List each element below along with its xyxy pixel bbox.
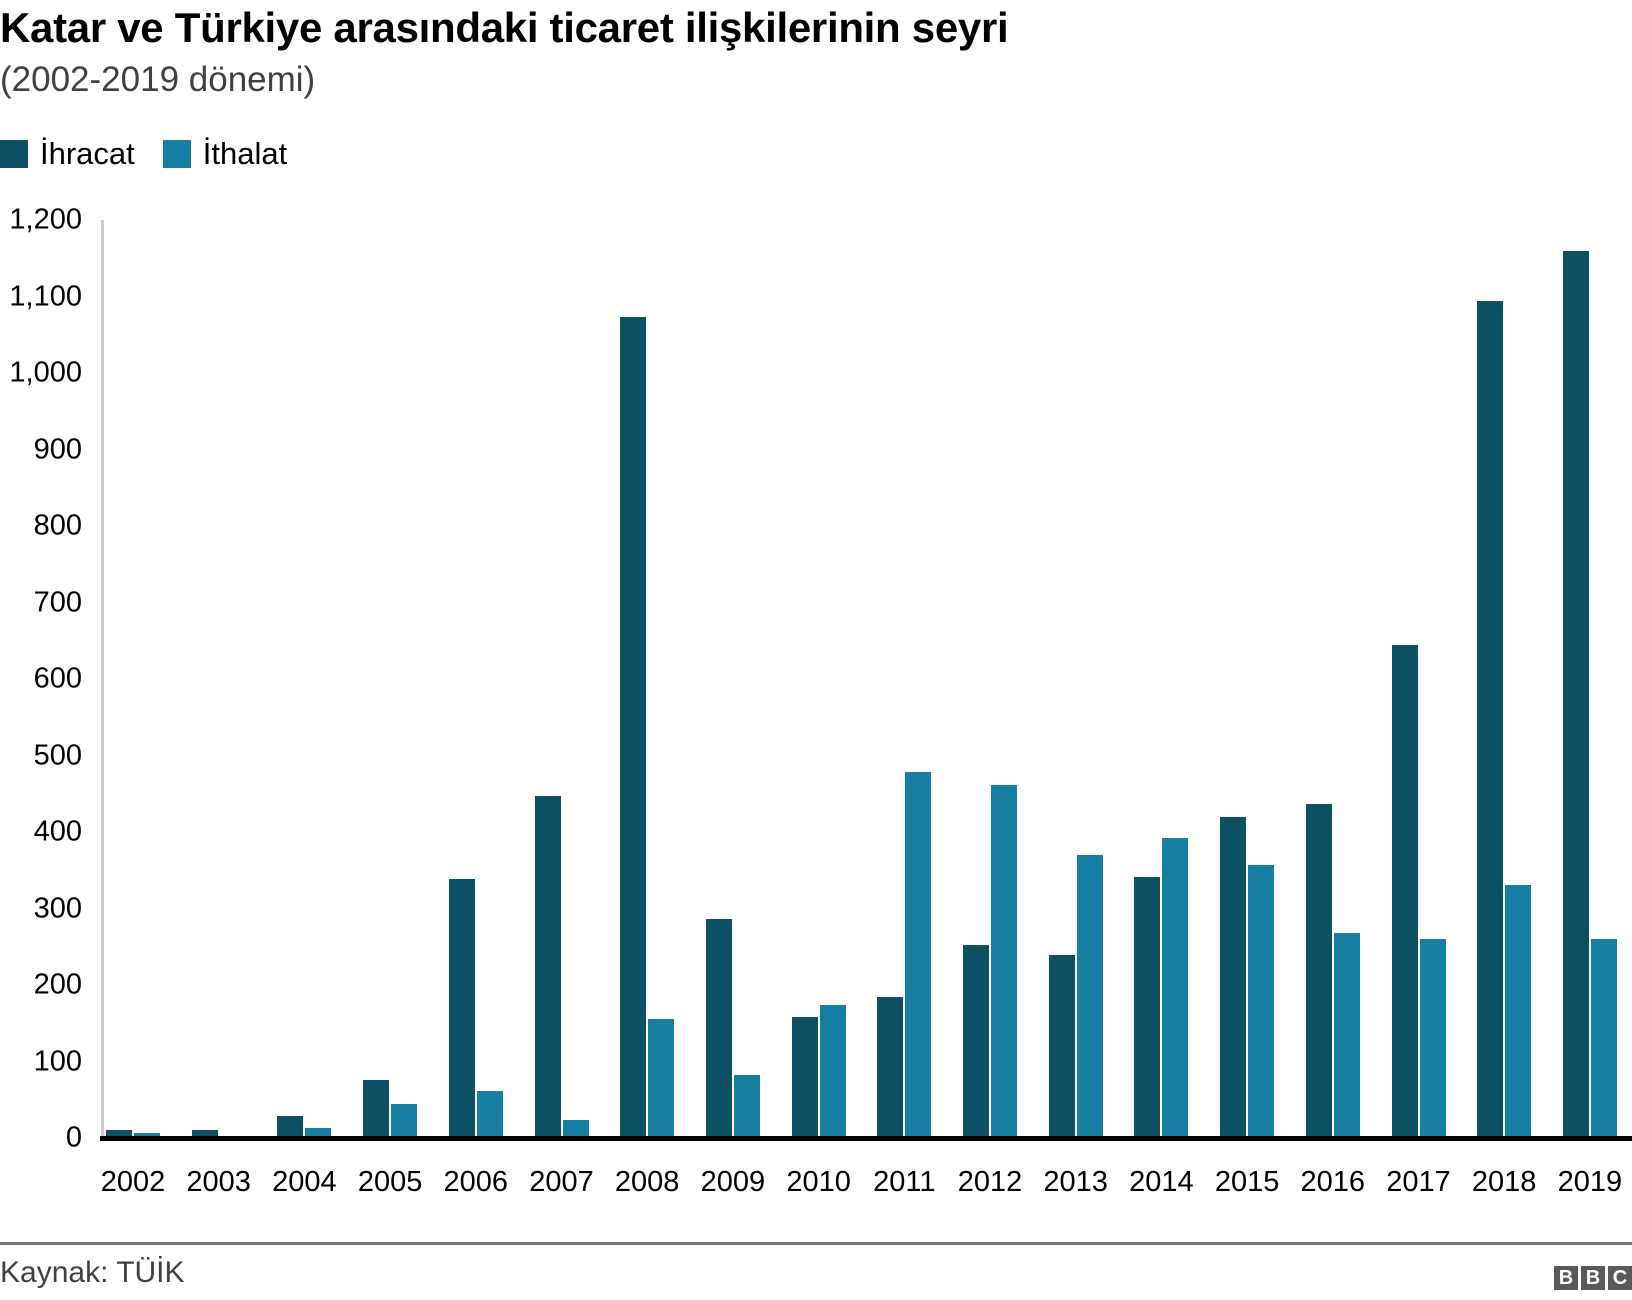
chart-subtitle: (2002-2019 dönemi) [0,60,316,99]
bar-ihracat-2014 [1134,877,1161,1138]
y-tick-label: 200 [33,968,82,1001]
bar-ithalat-2011 [905,772,932,1138]
y-tick-label: 100 [33,1045,82,1077]
bbc-logo-c: C [1608,1266,1632,1290]
legend-label-ihracat: İhracat [40,136,135,171]
bar-ithalat-2002 [134,1133,160,1138]
x-tick-label: 2004 [272,1166,337,1198]
x-tick-label: 2011 [873,1166,936,1198]
x-axis-baseline [100,1136,1632,1141]
bar-ihracat-2003 [191,1129,218,1138]
x-tick-label: 2005 [357,1166,423,1198]
source-note: Kaynak: TÜİK [0,1256,185,1289]
bar-ihracat-2016 [1305,804,1332,1138]
bar-ithalat-2005 [391,1103,418,1138]
bar-ihracat-2013 [1048,955,1075,1138]
bar-ithalat-2006 [476,1091,503,1138]
bar-ithalat-2008 [648,1018,675,1138]
bar-ihracat-2011 [877,997,904,1138]
y-tick-label: 600 [33,662,82,695]
x-tick-label: 2009 [700,1166,766,1198]
footer-divider [0,1242,1632,1245]
x-tick-label: 2003 [186,1166,251,1198]
x-tick-label: 2010 [786,1166,851,1198]
x-tick-label: 2012 [957,1166,1023,1198]
legend-item-ihracat: İhracat [0,136,135,172]
y-tick-label: 900 [33,433,82,465]
bar-ithalat-2014 [1162,838,1189,1138]
legend-item-ithalat: İthalat [162,136,288,172]
x-tick-label: 2002 [100,1166,166,1198]
y-tick-label: 0 [65,1121,82,1154]
bar-ihracat-2017 [1391,644,1418,1138]
bar-ithalat-2012 [991,784,1017,1138]
legend: İhracat İthalat [0,136,315,172]
bar-ihracat-2007 [534,796,561,1138]
x-tick-label: 2007 [529,1166,594,1198]
x-tick-label: 2017 [1386,1166,1451,1198]
bbc-logo-b1: B [1554,1266,1578,1290]
bar-ithalat-2018 [1505,884,1532,1138]
legend-swatch-ihracat [0,140,28,168]
y-tick-label: 800 [33,509,82,542]
x-tick-label: 2016 [1300,1166,1366,1198]
bar-ithalat-2015 [1248,864,1275,1138]
bar-ihracat-2010 [791,1017,818,1138]
bar-ihracat-2018 [1477,301,1504,1138]
x-tick-label: 2013 [1043,1166,1108,1198]
bar-ithalat-2010 [819,1004,846,1138]
x-tick-label: 2006 [443,1166,509,1198]
bar-ithalat-2016 [1333,932,1360,1138]
x-tick-label: 2015 [1214,1166,1280,1198]
bar-ithalat-2019 [1590,939,1617,1138]
bbc-logo: B B C [1554,1266,1632,1290]
bar-ihracat-2004 [277,1115,304,1138]
bar-ithalat-2004 [305,1128,332,1138]
x-tick-label: 2019 [1557,1166,1623,1198]
x-tick-label: 2018 [1471,1166,1537,1198]
x-tick-label: 2014 [1129,1166,1194,1198]
legend-label-ithalat: İthalat [202,136,288,171]
y-tick-label: 1,000 [9,356,82,389]
bar-ihracat-2008 [620,317,647,1138]
legend-swatch-ithalat [162,140,191,168]
y-tick-label: 1,200 [9,203,82,236]
bar-ithalat-2013 [1076,854,1103,1138]
y-tick-label: 1,100 [9,280,82,312]
bar-ihracat-2009 [705,919,732,1138]
bar-ihracat-2012 [963,945,989,1138]
y-axis-line [101,220,104,1138]
y-tick-label: 400 [33,815,82,848]
y-tick-label: 300 [33,892,82,924]
bbc-logo-b2: B [1581,1266,1605,1290]
bar-ihracat-2015 [1220,816,1247,1138]
chart-title: Katar ve Türkiye arasındaki ticaret iliş… [0,4,1009,51]
x-tick-label: 2008 [614,1166,680,1198]
bar-ithalat-2007 [562,1119,589,1138]
bar-ihracat-2005 [363,1079,390,1138]
bar-ihracat-2019 [1562,250,1589,1138]
bar-ihracat-2006 [448,878,475,1138]
bar-ithalat-2009 [733,1075,760,1138]
y-tick-label: 700 [33,586,82,618]
y-tick-label: 500 [33,739,82,771]
bar-ihracat-2002 [106,1129,132,1138]
bar-ithalat-2017 [1419,939,1446,1138]
